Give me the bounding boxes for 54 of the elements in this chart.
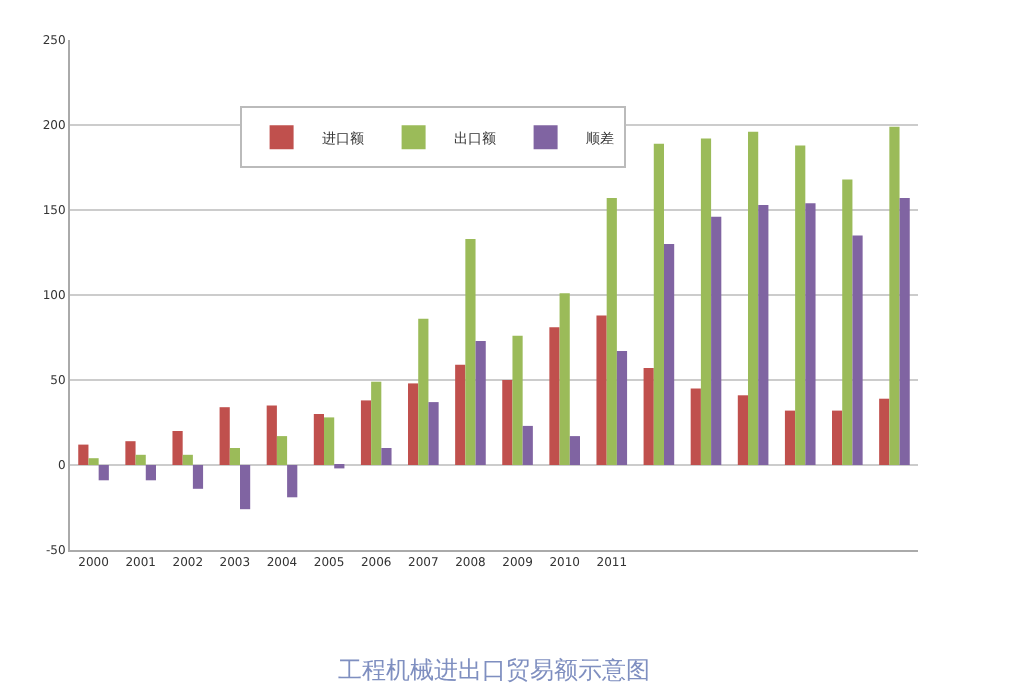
bar xyxy=(266,405,277,465)
bar xyxy=(182,454,193,465)
bar xyxy=(455,364,466,465)
bar xyxy=(145,465,156,481)
bar xyxy=(795,145,806,465)
bar xyxy=(852,235,863,465)
text: 工程机械进出口贸易额示意图 xyxy=(338,656,650,684)
bar xyxy=(418,318,429,465)
bar xyxy=(606,198,617,465)
bar xyxy=(559,293,570,465)
bar xyxy=(512,335,523,465)
bar xyxy=(229,448,240,465)
bar xyxy=(549,327,560,465)
bar xyxy=(700,138,712,465)
bar xyxy=(616,351,628,465)
bar xyxy=(784,410,796,465)
bar xyxy=(240,465,251,510)
bar xyxy=(135,454,146,465)
bar xyxy=(522,425,533,465)
bar xyxy=(287,465,298,498)
bar xyxy=(88,458,99,465)
bar xyxy=(596,315,607,465)
bar xyxy=(219,407,230,465)
bar xyxy=(381,448,392,465)
bar xyxy=(125,441,136,465)
bar xyxy=(737,395,748,465)
bar xyxy=(569,436,580,465)
bar xyxy=(313,414,324,465)
bar xyxy=(690,388,701,465)
bar xyxy=(408,383,419,465)
bar xyxy=(664,244,675,465)
bar xyxy=(653,143,664,465)
bar xyxy=(98,465,109,481)
bar xyxy=(899,198,910,465)
bar xyxy=(465,238,476,465)
bar xyxy=(78,444,89,465)
bar xyxy=(748,131,759,465)
bar xyxy=(276,436,288,465)
bar xyxy=(832,410,843,465)
bar xyxy=(643,368,654,465)
bar xyxy=(360,400,372,465)
bar xyxy=(711,216,722,465)
bar xyxy=(192,465,204,489)
bar xyxy=(475,340,486,465)
bar xyxy=(889,126,900,465)
bar xyxy=(758,204,769,465)
bar xyxy=(428,402,439,465)
bar xyxy=(879,398,890,465)
bar xyxy=(842,179,853,465)
bar xyxy=(324,417,335,465)
bar xyxy=(371,381,382,465)
bar xyxy=(805,203,816,465)
bar xyxy=(172,431,183,465)
bar xyxy=(502,380,513,465)
